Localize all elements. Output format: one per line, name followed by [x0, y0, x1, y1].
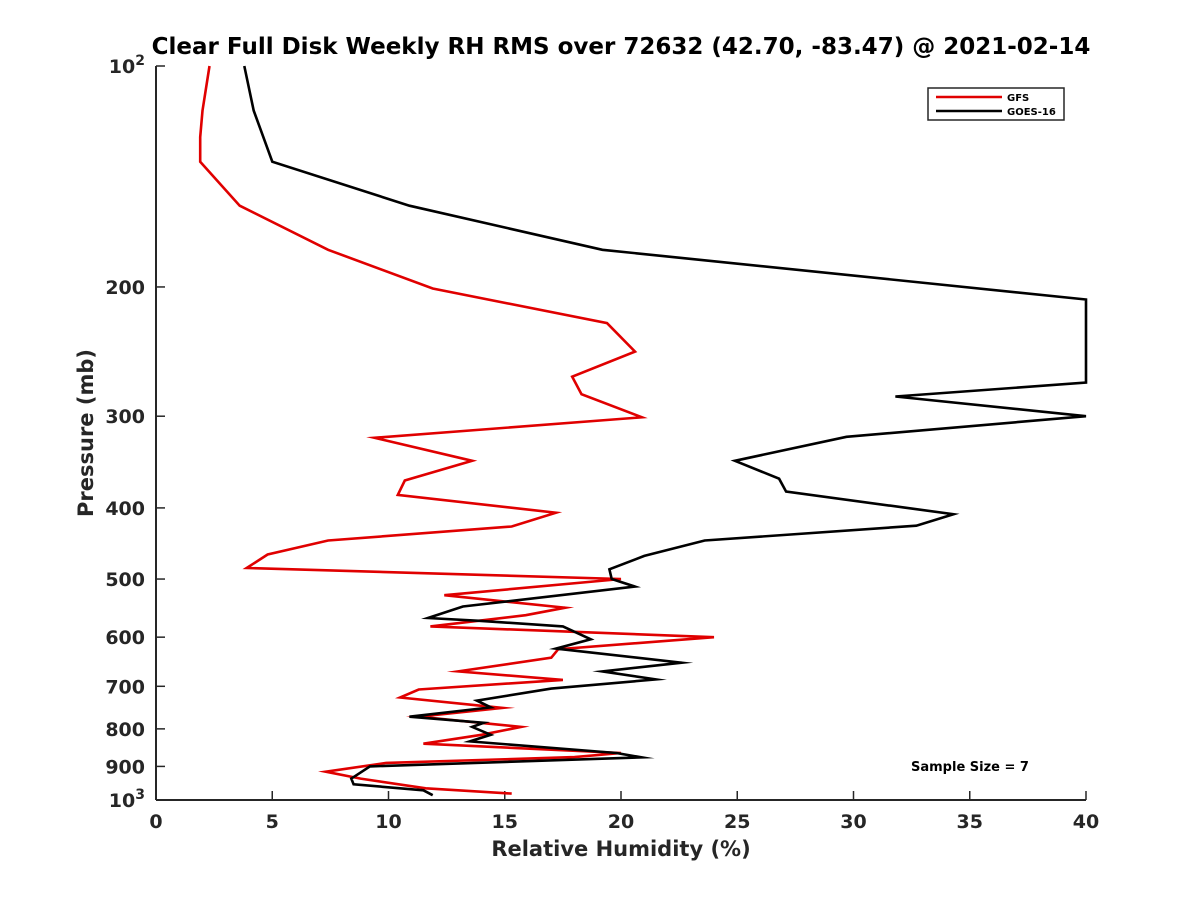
- y-tick-label: 700: [105, 676, 145, 698]
- sample-size-annotation: Sample Size = 7: [911, 760, 1029, 775]
- x-tick-label: 35: [957, 811, 983, 833]
- x-tick-label: 5: [266, 811, 279, 833]
- legend-box: [927, 87, 1065, 121]
- y-tick-label: 400: [105, 498, 145, 520]
- y-tick-label: 103: [109, 787, 145, 812]
- y-tick-label: 500: [105, 569, 145, 591]
- series-line-gfs: [198, 65, 715, 795]
- y-axis-label: Pressure (mb): [74, 349, 98, 517]
- series-layer: [198, 65, 1088, 797]
- y-tick-base: 10: [109, 56, 135, 78]
- axes: [155, 66, 1086, 801]
- x-tick-label: 10: [375, 811, 401, 833]
- x-axis-label: Relative Humidity (%): [491, 837, 750, 861]
- y-tick-exponent: 3: [135, 787, 145, 803]
- x-ticks: 0 5 10 15 20 25 30 35 40: [149, 791, 1099, 833]
- x-tick-label: 25: [724, 811, 750, 833]
- y-tick-label: 200: [105, 277, 145, 299]
- x-tick-label: 15: [492, 811, 518, 833]
- y-tick-label: 102: [109, 53, 145, 78]
- legend-label-gfs: GFS: [1007, 93, 1029, 104]
- y-tick-label: 900: [105, 756, 145, 778]
- y-tick-label: 800: [105, 719, 145, 741]
- x-tick-label: 20: [608, 811, 634, 833]
- y-tick-base: 10: [109, 790, 135, 812]
- x-tick-label: 40: [1073, 811, 1099, 833]
- x-tick-label: 0: [149, 811, 162, 833]
- legend: GFS GOES-16: [927, 87, 1065, 121]
- y-tick-label: 300: [105, 406, 145, 428]
- y-tick-label: 600: [105, 627, 145, 649]
- legend-label-goes16: GOES-16: [1007, 107, 1056, 118]
- series-line-goes16: [243, 65, 1088, 797]
- chart-title: Clear Full Disk Weekly RH RMS over 72632…: [152, 34, 1091, 60]
- y-tick-exponent: 2: [135, 53, 145, 69]
- x-tick-label: 30: [840, 811, 866, 833]
